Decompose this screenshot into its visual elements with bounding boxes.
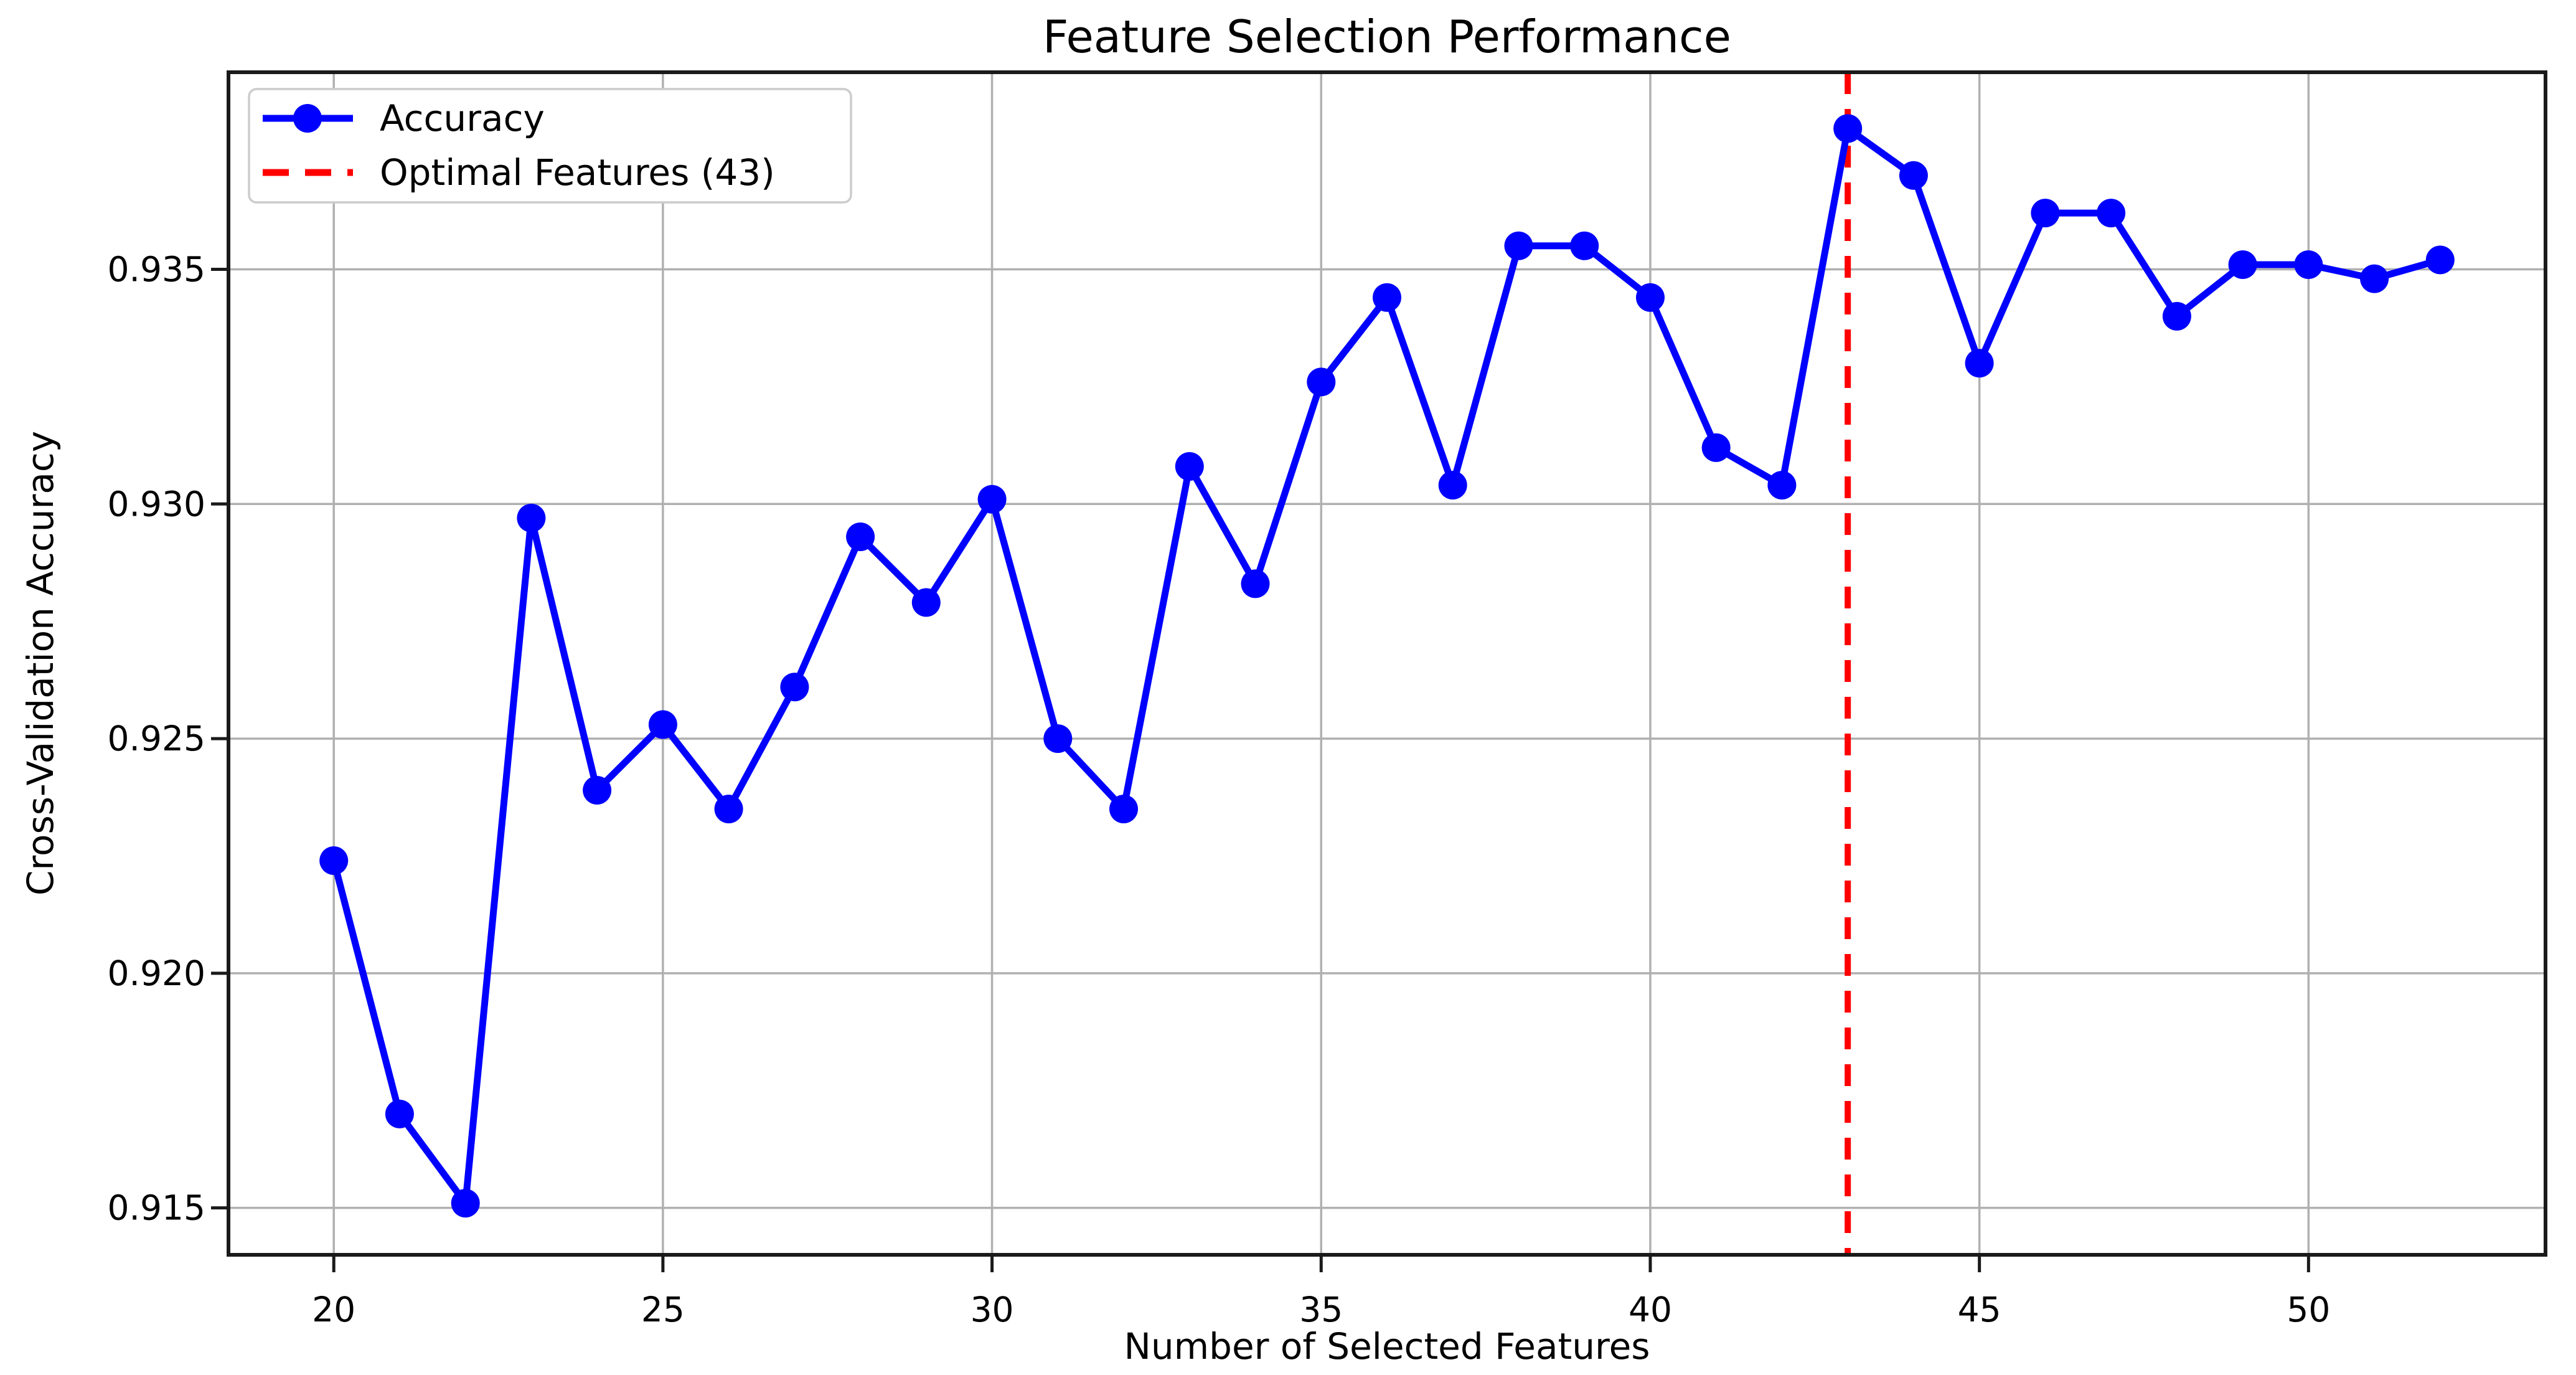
axes-frame — [227, 70, 2547, 1257]
data-point-marker — [1636, 283, 1665, 312]
data-point-marker — [1899, 161, 1928, 190]
x-tick-label: 40 — [1629, 1290, 1672, 1330]
data-point-marker — [1307, 367, 1336, 397]
data-point-marker — [2031, 199, 2060, 228]
chart-title: Feature Selection Performance — [1043, 11, 1731, 63]
y-tick-label: 0.920 — [108, 953, 205, 993]
legend-item-optimal-features: Optimal Features (43) — [263, 151, 775, 194]
y-tick-label: 0.925 — [108, 719, 205, 758]
legend-label-optimal-features: Optimal Features (43) — [380, 151, 775, 194]
data-point-marker — [1175, 452, 1204, 481]
data-point-marker — [1241, 569, 1270, 598]
data-point-marker — [714, 795, 743, 824]
data-point-marker — [1701, 433, 1731, 462]
data-point-marker — [2228, 250, 2257, 279]
data-point-marker — [648, 710, 677, 739]
data-point-marker — [2360, 264, 2389, 293]
data-point-marker — [1570, 231, 1599, 260]
data-point-marker — [780, 673, 809, 702]
x-axis-label: Number of Selected Features — [1124, 1325, 1650, 1368]
data-point-marker — [1438, 471, 1467, 500]
y-axis-label: Cross-Validation Accuracy — [19, 431, 62, 895]
data-point-marker — [517, 503, 546, 532]
y-tick-label: 0.935 — [108, 250, 205, 290]
grid — [228, 72, 2545, 1255]
x-tick-label: 20 — [312, 1290, 355, 1330]
data-point-marker — [1043, 724, 1073, 754]
legend-item-accuracy: Accuracy — [263, 97, 545, 139]
data-point-marker — [1965, 349, 1994, 378]
x-tick-label: 50 — [2287, 1290, 2330, 1330]
data-point-marker — [2294, 250, 2323, 279]
y-tick-label: 0.915 — [108, 1188, 205, 1228]
y-tick-label: 0.930 — [108, 484, 205, 524]
data-point-marker — [911, 588, 941, 617]
data-point-marker — [1504, 231, 1533, 260]
data-point-marker — [977, 484, 1007, 514]
legend-label-accuracy: Accuracy — [380, 97, 545, 139]
x-tick-label: 25 — [641, 1290, 685, 1330]
legend: Accuracy Optimal Features (43) — [248, 88, 852, 204]
data-point-marker — [846, 522, 875, 551]
ticks: 20 25 30 35 40 45 50 0.915 0.920 0.925 0.930 0.935 — [108, 250, 2331, 1330]
accuracy-marker-icon — [293, 104, 322, 133]
data-point-marker — [2425, 245, 2455, 275]
data-point-marker — [583, 776, 612, 805]
data-point-marker — [451, 1189, 480, 1218]
data-point-marker — [2097, 199, 2126, 228]
x-tick-label: 35 — [1299, 1290, 1343, 1330]
data-point-marker — [385, 1099, 414, 1128]
legend-box — [248, 88, 852, 204]
data-point-marker — [1373, 283, 1401, 312]
x-tick-label: 45 — [1958, 1290, 2001, 1330]
data-point-marker — [1767, 471, 1797, 500]
data-point-marker — [319, 846, 349, 875]
data-point-marker — [1109, 795, 1138, 824]
accuracy-markers — [319, 114, 2455, 1218]
x-tick-label: 30 — [971, 1290, 1014, 1330]
data-point-marker — [1833, 114, 1863, 143]
data-point-marker — [2162, 301, 2191, 331]
